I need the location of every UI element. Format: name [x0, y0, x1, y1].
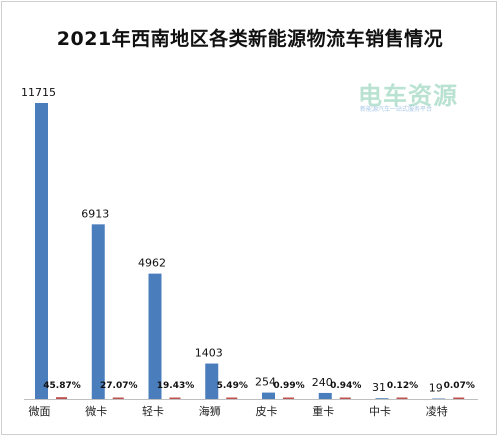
percent-label-2: 19.43% — [157, 381, 195, 391]
watermark-tagline: 新能源汽车一站式服务平台 — [360, 106, 433, 113]
bar-count-2 — [148, 273, 162, 399]
category-label-5: 重卡 — [312, 404, 334, 418]
percent-label-0: 45.87% — [43, 381, 81, 391]
value-label-7: 19 — [429, 382, 443, 395]
value-label-3: 1403 — [195, 347, 223, 360]
value-label-5: 240 — [312, 376, 333, 389]
bar-share-7 — [453, 397, 465, 399]
bar-share-5 — [339, 397, 351, 399]
category-label-3: 海狮 — [199, 404, 221, 418]
value-label-0: 11715 — [21, 86, 56, 99]
bar-count-3 — [205, 363, 219, 399]
category-label-1: 微卡 — [85, 404, 107, 418]
category-label-2: 轻卡 — [142, 404, 164, 418]
chart-title: 2021年西南地区各类新能源物流车销售情况 — [56, 28, 444, 50]
bar-share-2 — [169, 397, 181, 399]
percent-label-3: 5.49% — [217, 381, 248, 391]
bar-share-0 — [56, 397, 67, 399]
bar-count-4 — [262, 392, 275, 399]
value-label-6: 31 — [372, 381, 386, 394]
bar-share-4 — [283, 397, 294, 399]
watermark-name: 电车资源 — [358, 82, 458, 110]
percent-label-5: 0.94% — [330, 381, 361, 391]
bar-share-6 — [396, 397, 408, 399]
value-label-4: 254 — [255, 376, 276, 389]
bar-count-1 — [91, 224, 105, 399]
category-label-0: 微面 — [29, 404, 51, 418]
percent-label-4: 0.99% — [273, 381, 304, 391]
category-label-6: 中卡 — [369, 405, 391, 418]
value-label-1: 6913 — [81, 207, 109, 220]
category-label-4: 皮卡 — [256, 405, 278, 418]
bar-count-6 — [375, 398, 389, 399]
percent-label-7: 0.07% — [444, 381, 475, 391]
bar-count-0 — [35, 103, 48, 399]
percent-label-6: 0.12% — [387, 381, 418, 391]
category-label-7: 凌特 — [426, 404, 448, 418]
watermark-logo: 电车资源 新能源汽车一站式服务平台 — [358, 76, 488, 116]
bar-count-5 — [318, 392, 332, 399]
bar-share-3 — [226, 397, 238, 399]
value-label-2: 4962 — [138, 257, 166, 270]
percent-label-1: 27.07% — [100, 381, 138, 391]
bar-share-1 — [112, 397, 124, 399]
